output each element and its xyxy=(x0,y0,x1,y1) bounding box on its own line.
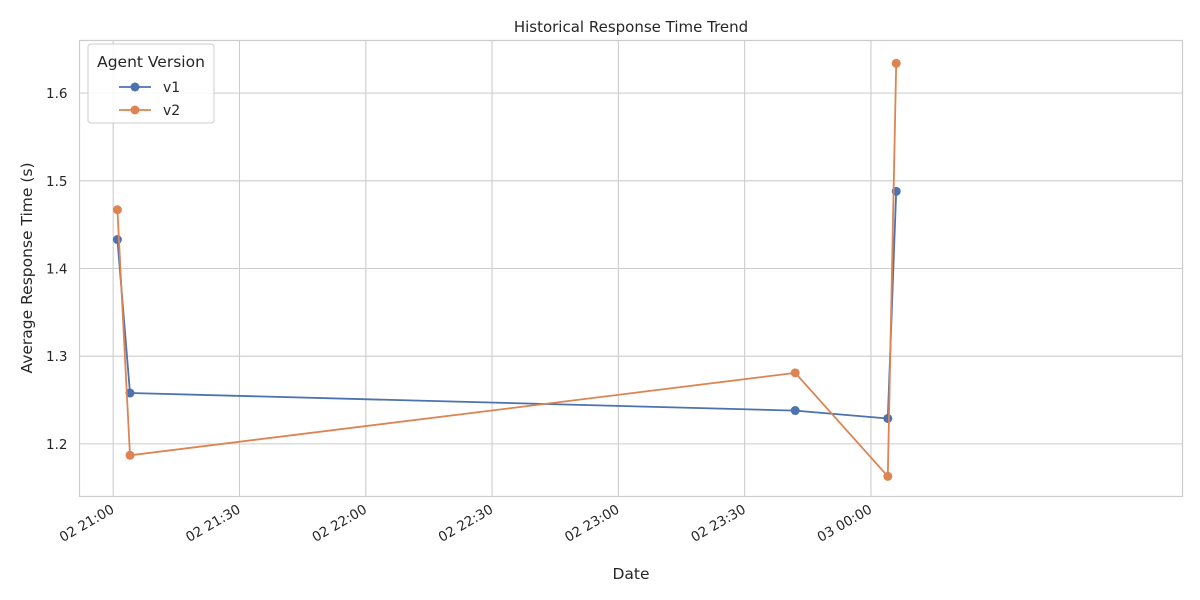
series-v2 xyxy=(112,58,901,481)
legend-box xyxy=(87,43,215,124)
legend-marker xyxy=(130,82,140,92)
data-point-v2 xyxy=(790,368,800,378)
legend-title: Agent Version xyxy=(97,53,205,71)
y-tick-label: 1.3 xyxy=(46,349,67,365)
legend-item-v1: v1 xyxy=(119,80,180,96)
data-point-v2 xyxy=(883,471,893,481)
series xyxy=(112,58,901,481)
data-point-v1 xyxy=(790,406,800,416)
data-point-v2 xyxy=(112,205,122,215)
chart-title: Historical Response Time Trend xyxy=(514,18,748,36)
legend-item-v2: v2 xyxy=(119,103,180,119)
x-tick-label: 02 21:00 xyxy=(57,502,117,546)
x-tick-label: 02 22:30 xyxy=(436,502,496,546)
data-point-v1 xyxy=(112,235,122,245)
series-line-v1 xyxy=(116,191,898,420)
x-axis-label: Date xyxy=(612,565,649,583)
plot-frame xyxy=(78,39,1184,498)
data-point-v2 xyxy=(891,58,901,68)
y-axis-ticks: 1.2 1.3 1.4 1.5 1.6 xyxy=(46,86,67,453)
legend-label: v1 xyxy=(163,80,180,96)
series-v1 xyxy=(112,186,901,423)
y-tick-label: 1.4 xyxy=(46,262,67,278)
legend: Agent Version v1 v2 xyxy=(87,43,215,124)
legend-label: v2 xyxy=(163,103,180,119)
series-line-v2 xyxy=(116,63,898,478)
x-tick-label: 02 23:30 xyxy=(688,502,748,546)
y-tick-label: 1.6 xyxy=(46,86,67,102)
x-tick-label: 02 22:00 xyxy=(309,502,369,546)
x-tick-label: 02 21:30 xyxy=(183,502,243,546)
legend-marker xyxy=(130,105,140,115)
y-axis-label: Average Response Time (s) xyxy=(18,163,36,374)
y-tick-label: 1.2 xyxy=(46,437,67,453)
grid xyxy=(79,40,1183,497)
data-point-v1 xyxy=(883,413,893,423)
data-point-v2 xyxy=(125,450,135,460)
x-tick-label: 03 00:00 xyxy=(815,502,875,546)
x-axis-ticks: 02 21:00 02 21:30 02 22:00 02 22:30 02 23:00… xyxy=(57,502,875,546)
y-tick-label: 1.5 xyxy=(46,174,67,190)
x-tick-label: 02 23:00 xyxy=(562,502,622,546)
